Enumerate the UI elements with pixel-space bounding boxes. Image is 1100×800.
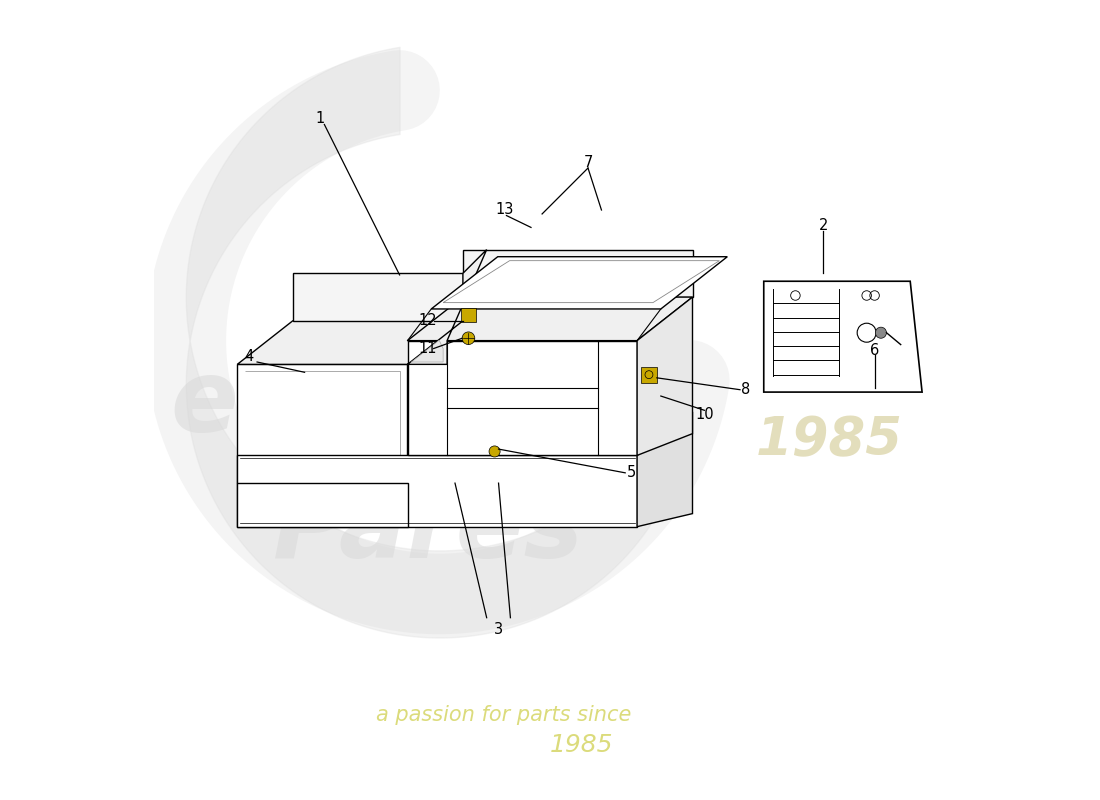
- Polygon shape: [461, 308, 476, 322]
- Polygon shape: [407, 341, 637, 455]
- Text: 12: 12: [418, 314, 437, 328]
- Polygon shape: [641, 366, 657, 382]
- Text: 4: 4: [244, 349, 254, 364]
- Polygon shape: [238, 321, 463, 364]
- Polygon shape: [637, 412, 693, 526]
- Polygon shape: [407, 321, 463, 483]
- Text: Pares: Pares: [273, 482, 584, 579]
- Polygon shape: [238, 364, 407, 483]
- Text: 8: 8: [741, 382, 750, 398]
- Polygon shape: [637, 297, 693, 455]
- Polygon shape: [411, 340, 443, 362]
- Circle shape: [645, 370, 653, 378]
- Text: a passion for parts since: a passion for parts since: [376, 705, 631, 725]
- Circle shape: [490, 446, 500, 457]
- Circle shape: [876, 327, 887, 338]
- Text: 1: 1: [316, 111, 324, 126]
- Text: 1985: 1985: [756, 414, 903, 466]
- Text: euro: euro: [170, 356, 427, 453]
- Text: 7: 7: [583, 155, 593, 170]
- Polygon shape: [407, 297, 693, 341]
- Polygon shape: [238, 483, 407, 526]
- Text: 5: 5: [627, 466, 636, 480]
- Text: 11: 11: [418, 341, 437, 356]
- Polygon shape: [293, 274, 463, 321]
- Text: 6: 6: [870, 342, 879, 358]
- Polygon shape: [431, 257, 727, 309]
- Text: since: since: [772, 354, 886, 392]
- Text: 3: 3: [494, 622, 503, 637]
- Text: 13: 13: [496, 202, 514, 218]
- Circle shape: [462, 332, 475, 345]
- Text: 1985: 1985: [550, 734, 614, 758]
- Text: 2: 2: [818, 218, 828, 234]
- Polygon shape: [238, 455, 637, 526]
- Text: 10: 10: [695, 406, 714, 422]
- Polygon shape: [407, 250, 486, 364]
- Polygon shape: [763, 282, 922, 392]
- Polygon shape: [463, 250, 693, 297]
